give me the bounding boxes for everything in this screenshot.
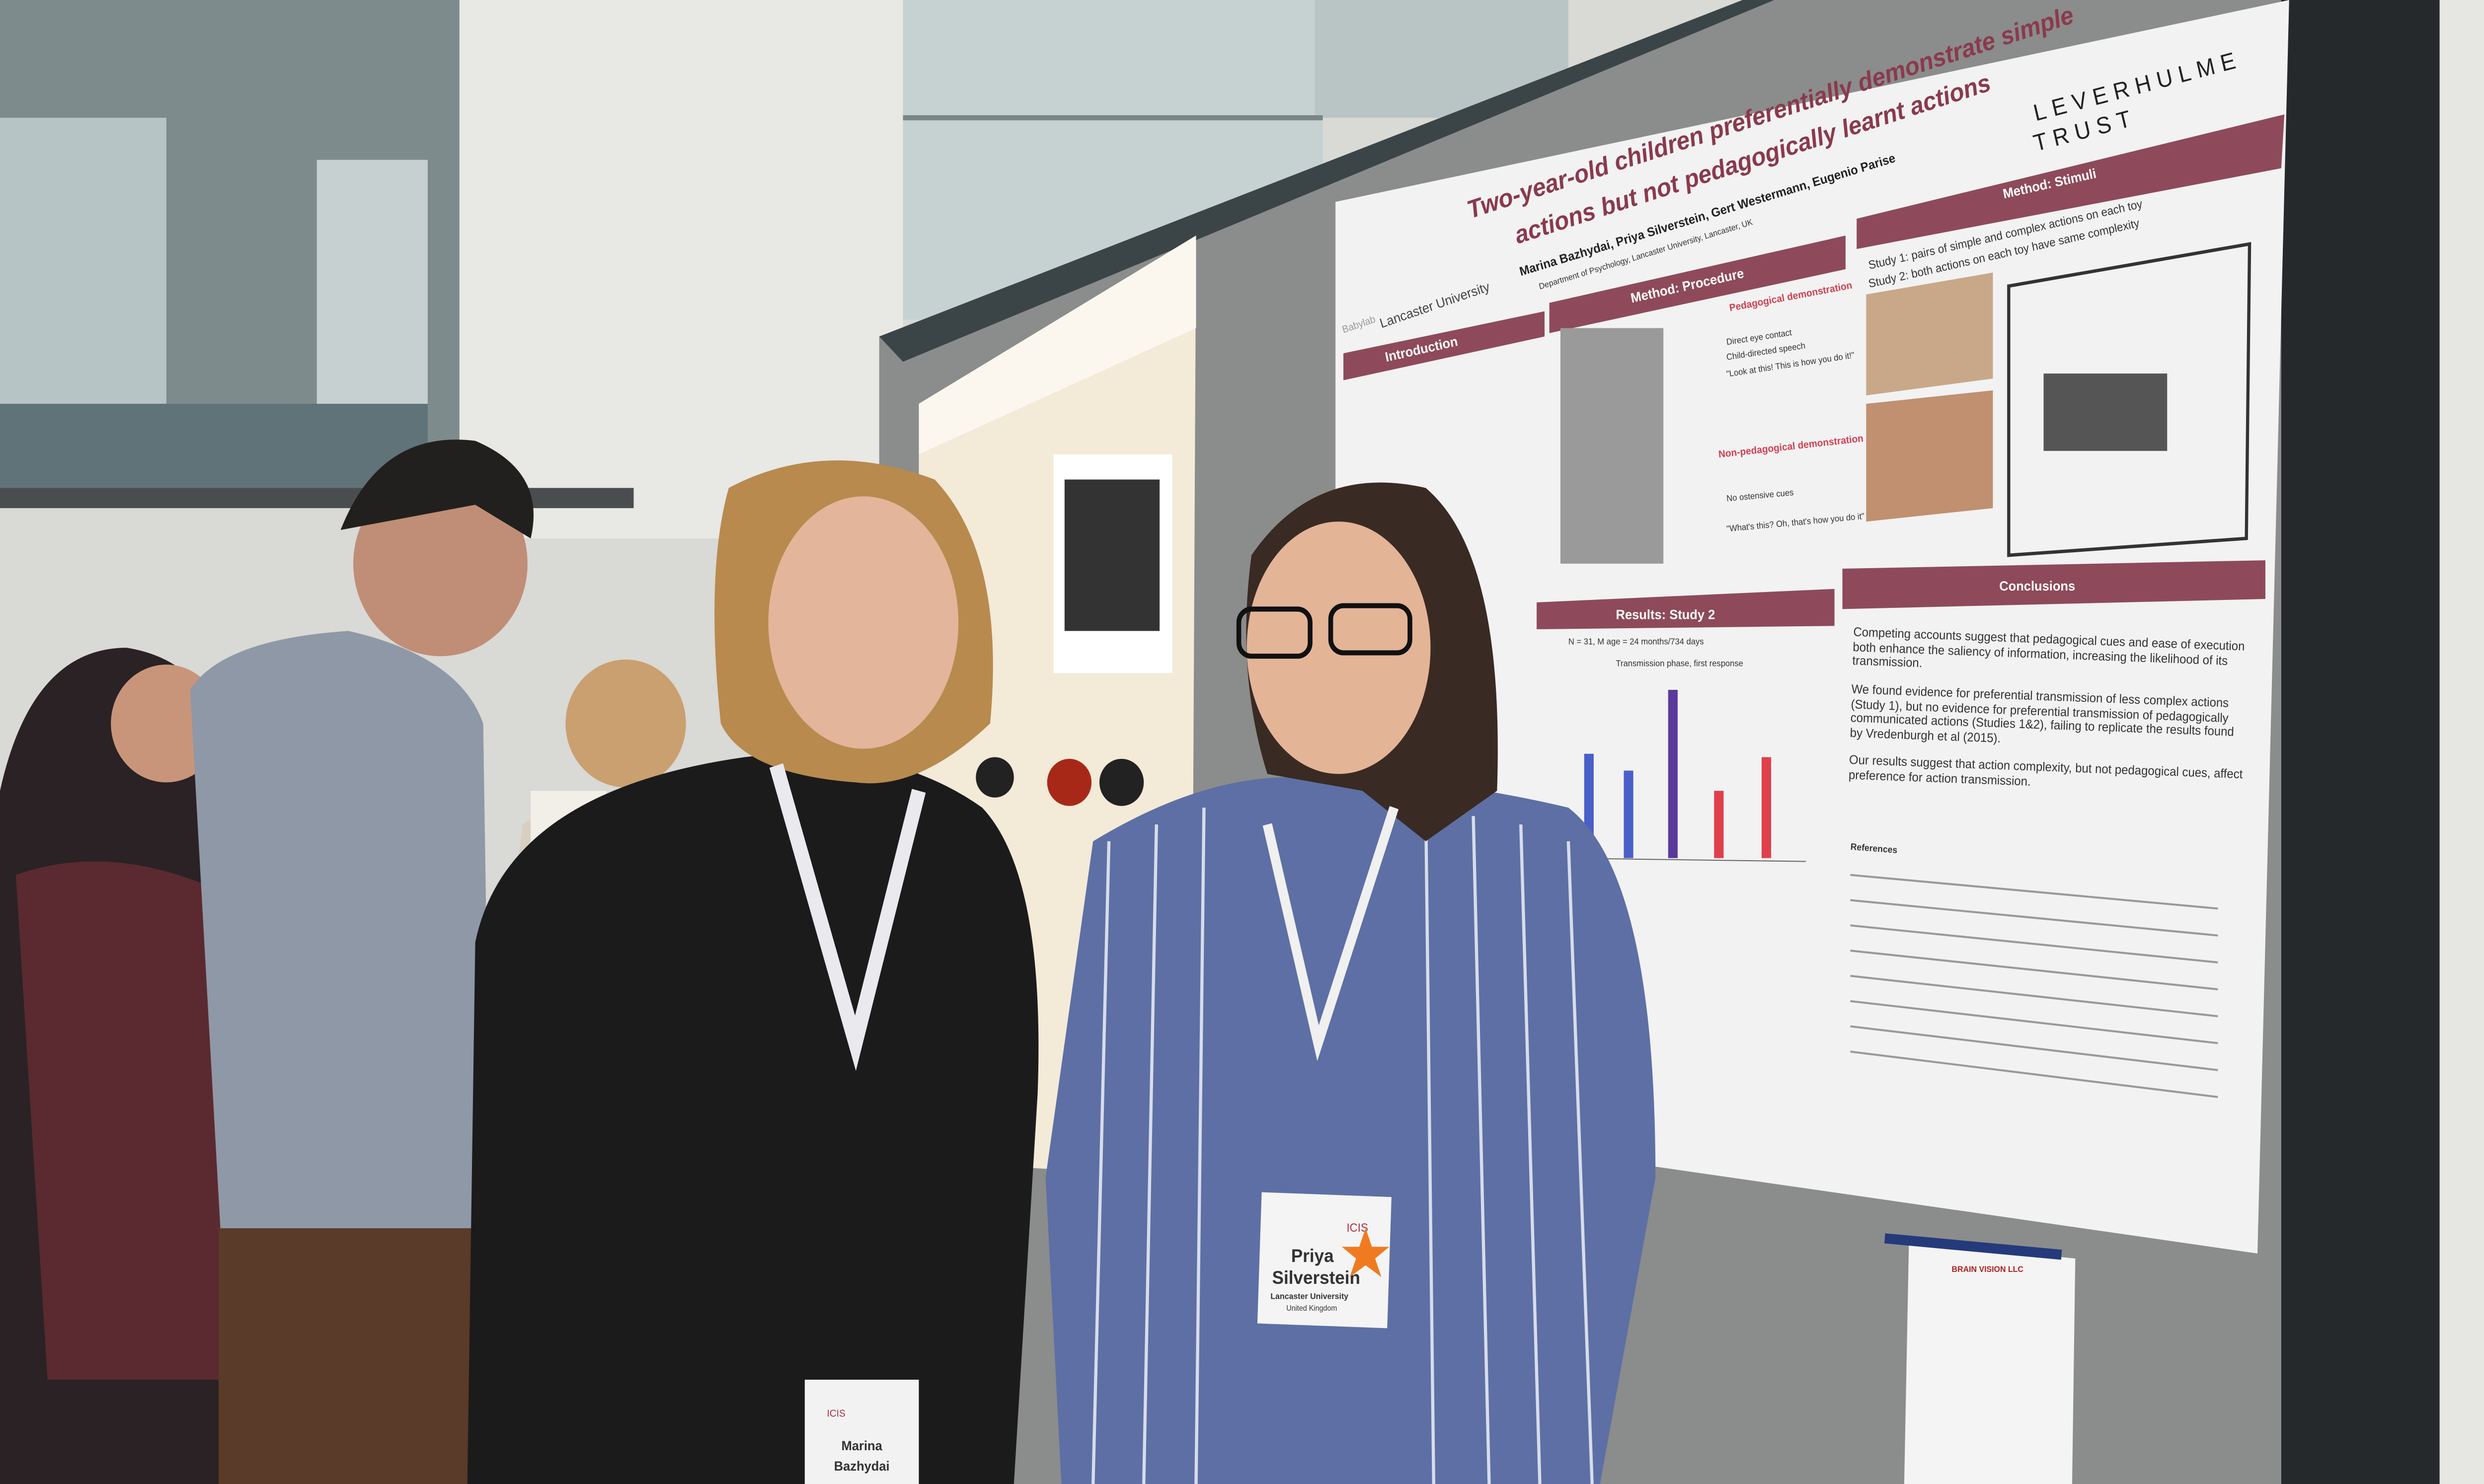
bar [1714,791,1724,858]
window-top-center [903,0,1568,320]
clipboard: BRAIN VISION LLC [1884,1233,2076,1484]
person-priya: Priya Silverstein Lancaster University U… [1045,482,1656,1484]
bar [1668,689,1678,858]
results-header-bar [1537,589,1835,630]
conclusions-header-bar [1842,560,2265,609]
table-diagram [2043,373,2168,451]
brain-vision-sign: BRAIN VISION LLC [1952,1265,2023,1274]
procedure-flowchart [1560,328,1664,564]
window-left [0,0,634,509]
conclusion-item: We found evidence for preferential trans… [1850,681,2235,745]
results-sample: N = 31, M age = 24 months/734 days [1568,637,1704,647]
conclusions-header: Conclusions [1999,578,2075,594]
bar [1761,757,1772,858]
badge-org: Lancaster University [1270,1292,1349,1301]
room-layout-diagram [2007,242,2251,557]
lanyard [769,763,926,1071]
results-header: Results: Study 2 [1616,607,1715,622]
procedure-header-bar [1549,235,1846,333]
bar [1624,770,1633,858]
person-marina: Marina Bazhydai ICIS [467,460,1039,1484]
marble-pillar [459,0,903,539]
references-text [1850,874,2218,1098]
toy-photo-2 [1866,390,1993,522]
badge-country: United Kingdom [1286,1305,1337,1313]
icis-logo: ICIS [827,1408,846,1419]
intro-header-bar [1343,311,1545,380]
badge-first-name: Priya [1291,1245,1334,1266]
conclusions-list: Competing accounts suggest that pedagogi… [1848,626,2245,789]
badge-last-name: Silverstein [1272,1267,1360,1288]
conclusion-item: Our results suggest that action complexi… [1848,752,2243,789]
badge-first-name: Marina [842,1438,883,1454]
wall-right [2439,0,2484,1484]
results-bar-chart [1560,689,1806,862]
star-sticker-icon [1341,1228,1390,1277]
main-poster: Two-year-old children preferentially dem… [1335,0,2289,1254]
toy-photo-1 [1866,272,1993,396]
stimuli-header-bar [1857,114,2285,249]
glasses [1236,603,1412,659]
board-pillar [2281,0,2440,1484]
board-frame [879,0,1775,362]
badge-priya [1257,1192,1392,1329]
badge-marina [804,1379,919,1484]
badge-last-name: Bazhydai [834,1458,890,1474]
results-chart-caption: Transmission phase, first response [1616,659,1743,668]
pen-icon [1884,1233,2062,1260]
lanyard [1262,806,1399,1061]
